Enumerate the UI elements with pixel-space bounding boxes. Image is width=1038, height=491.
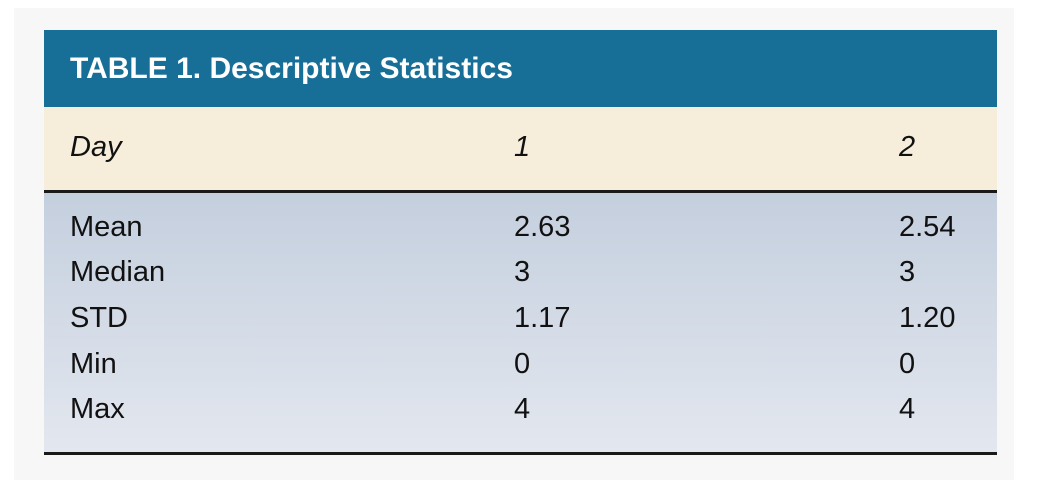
table-cell: 3 <box>514 256 531 288</box>
table-title: TABLE 1. Descriptive Statistics <box>44 30 997 107</box>
row-label: Min <box>70 348 117 380</box>
table-cell: 0 <box>514 348 531 380</box>
column-header: Day <box>70 131 122 163</box>
table-cell: 0 <box>899 348 916 380</box>
table-cell: 3 <box>899 256 916 288</box>
table-body: Mean 2.63 2.54 Median 3 3 STD 1.17 1.20 Min 0 0 Max 4… <box>44 193 997 455</box>
table: TABLE 1. Descriptive Statistics Day 1 2 Me… <box>44 30 997 455</box>
row-label: Max <box>70 393 125 425</box>
table-cell: 2.63 <box>514 211 571 243</box>
row-label: Mean <box>70 211 143 243</box>
table-cell: 1.20 <box>899 302 956 334</box>
row-label: Median <box>70 256 166 288</box>
column-header: 2 <box>899 131 916 163</box>
table-header: Day 1 2 <box>44 107 997 193</box>
table-cell: 4 <box>514 393 531 425</box>
column-header: 1 <box>514 131 531 163</box>
row-label: STD <box>70 302 128 334</box>
table-cell: 4 <box>899 393 916 425</box>
table-cell: 1.17 <box>514 302 571 334</box>
table-cell: 2.54 <box>899 211 956 243</box>
